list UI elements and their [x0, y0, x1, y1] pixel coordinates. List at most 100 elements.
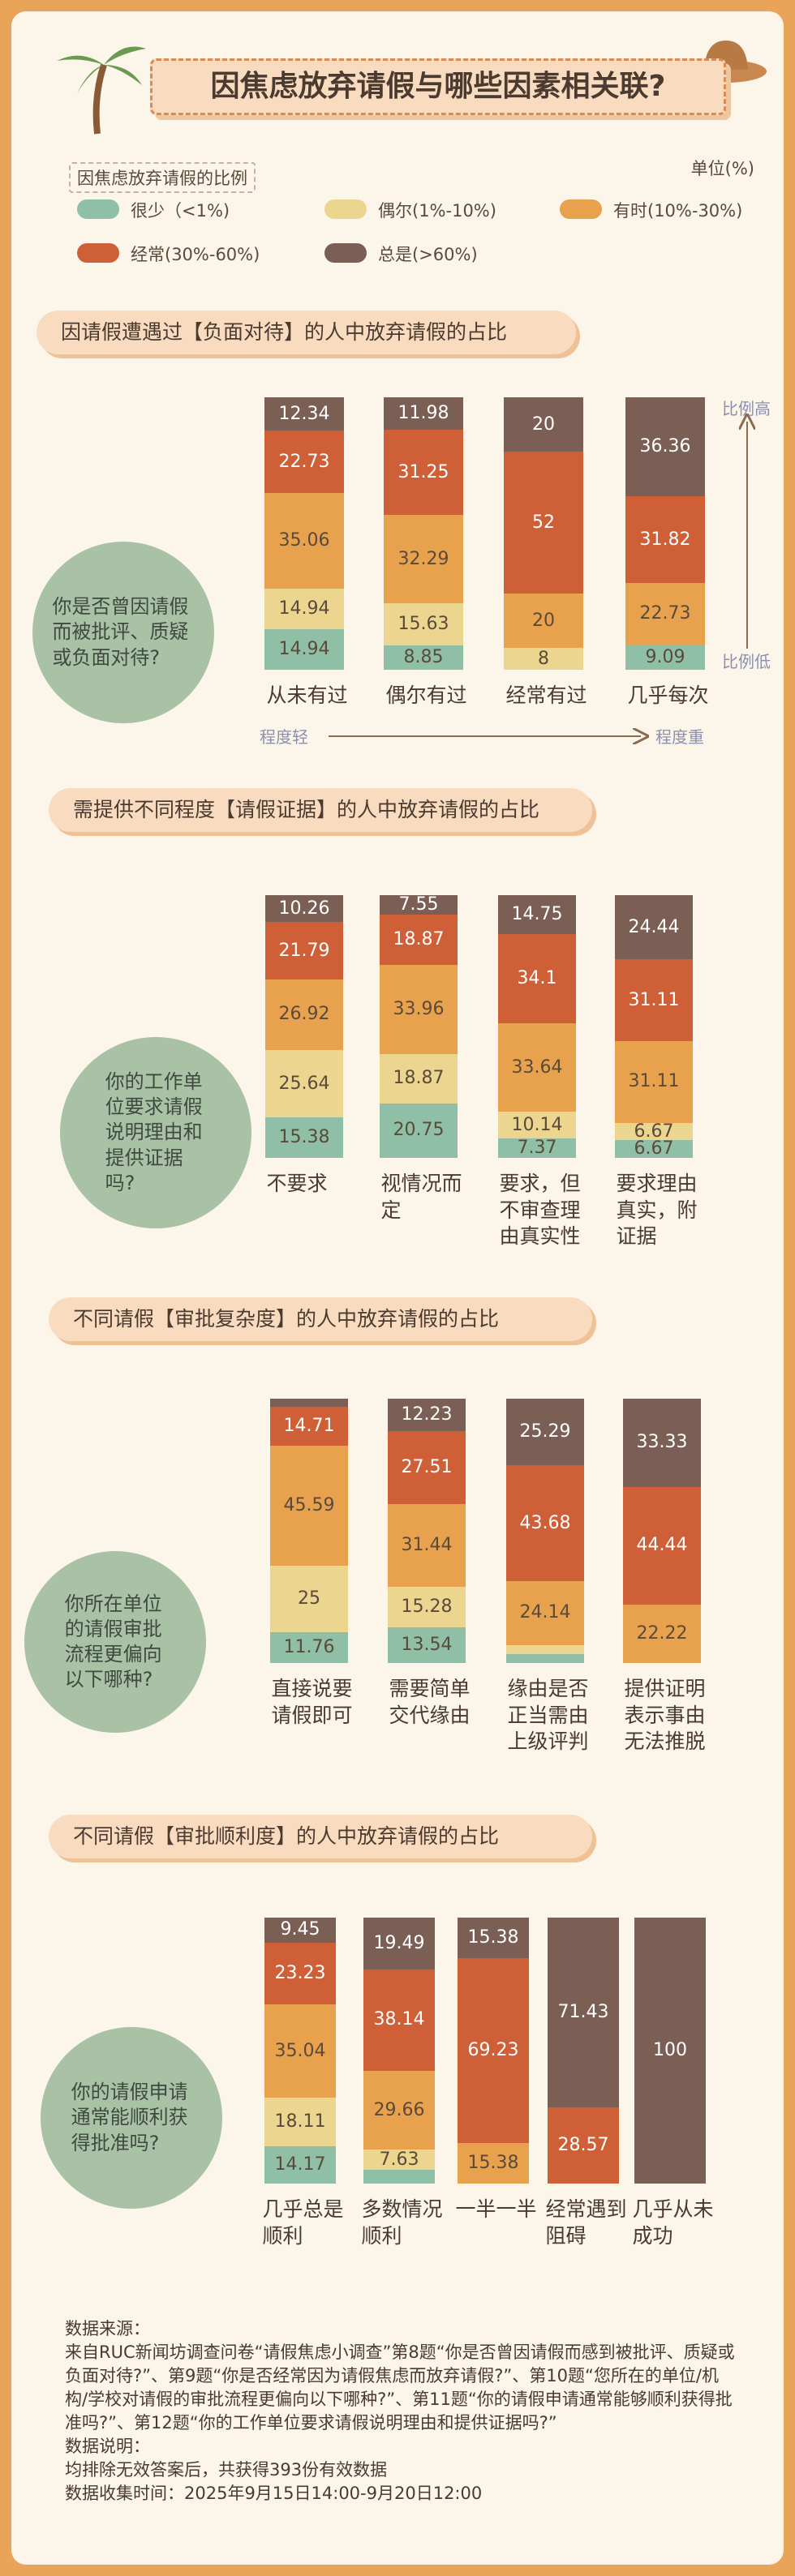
bar-segment: [504, 593, 583, 649]
bar-value-label: 14.94: [278, 638, 330, 659]
bar-segment: [506, 1399, 584, 1466]
bar-value-label: 31.11: [628, 989, 680, 1010]
annotation: 程度轻: [260, 727, 308, 747]
bar-segment: [380, 915, 458, 965]
bar-segment: [264, 588, 344, 629]
bar-value-label: 24.44: [628, 916, 680, 937]
bar-value-label: 14.17: [274, 2154, 326, 2175]
unit-label: 单位(%): [690, 159, 754, 178]
bar-value-label: 24.14: [519, 1602, 571, 1623]
bar-value-label: 18.11: [274, 2111, 326, 2132]
bar-segment: [458, 1918, 529, 1959]
bar-value-label: 28.57: [557, 2135, 609, 2156]
category-label: 不要求: [266, 1172, 328, 1195]
question-text: 你的工作单位要求请假说明理由和提供证据吗?: [105, 1070, 203, 1194]
category-label: 缘由是否正当需由上级评判: [507, 1677, 589, 1753]
bar-value-label: 8: [538, 648, 549, 669]
bar-value-label: 25.29: [519, 1421, 571, 1442]
bar-value-label: 7.63: [379, 2149, 419, 2170]
bar-segment: [458, 2142, 529, 2184]
bar-segment: [625, 645, 705, 670]
category-label: 几乎总是顺利: [262, 2197, 344, 2248]
bar-value-label: 45.59: [283, 1494, 335, 1515]
bar-segment: [388, 1587, 466, 1627]
bar-value-label: 11.98: [398, 403, 449, 424]
bar-segment: [634, 1918, 706, 2184]
category-label: 需要简单交代缘由: [389, 1677, 471, 1727]
bar-segment: [498, 895, 576, 934]
category-label: 多数情况顺利: [361, 2197, 443, 2248]
bar-segment: [270, 1566, 348, 1632]
question-bubble: 你所在单位的请假审批流程更偏向以下哪种?: [24, 1551, 206, 1733]
bar-value-label: 15.38: [278, 1127, 330, 1148]
bar-segment: [498, 1023, 576, 1112]
bar-segment: [384, 397, 463, 431]
bar-value-label: 25: [298, 1588, 320, 1609]
legend-title: 因焦虑放弃请假的比例: [69, 162, 256, 193]
bar-segment: [270, 1399, 348, 1407]
bar-segment: [380, 1053, 458, 1104]
bar-segment: [264, 2004, 336, 2098]
legend-label: 很少（<1%): [131, 201, 230, 221]
bar-value-label: 22.73: [278, 451, 330, 472]
annotation: 比例高: [722, 399, 771, 418]
bar-segment: [388, 1430, 466, 1504]
bar-value-label: 15.63: [398, 614, 449, 634]
bar-segment: [380, 895, 458, 915]
bar-segment: [264, 492, 344, 589]
legend-swatch: [77, 243, 119, 263]
bar-segment: [548, 2107, 619, 2184]
bar-value-label: 44.44: [636, 1535, 688, 1556]
bar-value-label: 31.44: [401, 1534, 453, 1555]
bar-segment: [384, 430, 463, 516]
bar-value-label: 71.43: [557, 2002, 609, 2023]
category-label: 要求理由真实，附证据: [616, 1172, 698, 1248]
bar-segment: [504, 648, 583, 670]
footer: 数据来源： 来自RUC新闻坊调查问卷“请假焦虑小调查”第8题“你是否曾因请假而感…: [65, 2317, 738, 2505]
question-bubble: 你是否曾因请假而被批评、质疑或负面对待?: [32, 542, 214, 723]
collection-time: 数据收集时间：2025年9月15日14:00-9月20日12:00: [65, 2484, 483, 2503]
bar-segment: [363, 2170, 435, 2184]
bar-segment: [623, 1604, 701, 1663]
bar-value-label: 25.64: [278, 1073, 330, 1094]
question-text: 你所在单位的请假审批流程更偏向以下哪种?: [64, 1592, 162, 1691]
bar-value-label: 69.23: [467, 2040, 519, 2060]
palm-decoration: [57, 46, 146, 135]
note-text: 均排除无效答案后，共获得393份有效数据: [65, 2460, 388, 2480]
bar-value-label: 31.25: [398, 461, 449, 482]
bar-segment: [615, 895, 693, 960]
bar-value-label: 27.51: [401, 1456, 453, 1477]
bar-value-label: 29.66: [373, 2099, 425, 2120]
bar-segment: [615, 1140, 693, 1158]
bar-segment: [270, 1445, 348, 1567]
bar-value-label: 19.49: [373, 1932, 425, 1953]
bar-segment: [384, 645, 463, 670]
legend-swatch: [77, 199, 119, 219]
legend-swatch: [560, 199, 602, 219]
bar-segment: [265, 1117, 343, 1158]
category-label: 直接说要请假即可: [271, 1677, 353, 1727]
category-label: 几乎从未成功: [632, 2197, 714, 2248]
bar-value-label: 20: [532, 610, 555, 631]
category-label: 偶尔有过: [385, 684, 467, 707]
bar-value-label: 12.34: [278, 403, 330, 424]
bar-segment: [363, 1969, 435, 2072]
category-label: 几乎每次: [627, 684, 709, 707]
section-heading: 需提供不同程度【请假证据】的人中放弃请假的占比: [49, 788, 592, 832]
bar-segment: [264, 1918, 336, 1943]
bar-segment: [623, 1486, 701, 1605]
bar-value-label: 22.22: [636, 1622, 688, 1644]
bar-segment: [388, 1399, 466, 1431]
bar-value-label: 9.09: [645, 646, 685, 667]
bar-segment: [265, 979, 343, 1051]
bar-value-label: 20.75: [393, 1120, 445, 1141]
bar-value-label: 33.64: [511, 1057, 563, 1078]
bar-segment: [625, 397, 705, 497]
bar-segment: [388, 1627, 466, 1663]
bar-segment: [625, 496, 705, 584]
bar-segment: [615, 959, 693, 1041]
section-heading: 不同请假【审批顺利度】的人中放弃请假的占比: [49, 1815, 592, 1858]
bar-segment: [265, 1050, 343, 1118]
bar-value-label: 10.14: [511, 1114, 563, 1135]
